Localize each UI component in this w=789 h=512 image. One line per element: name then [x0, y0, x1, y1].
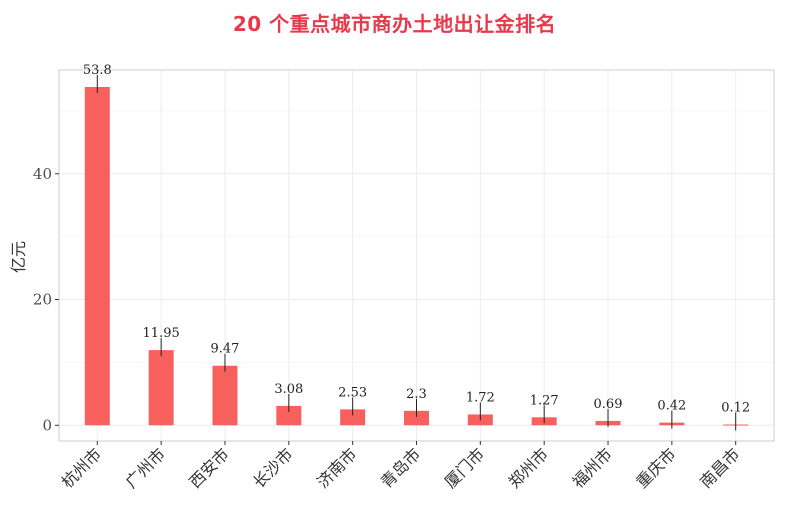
x-tick-label: 广州市: [122, 444, 169, 491]
x-tick-label: 福州市: [568, 444, 615, 491]
data-label: 53.8: [83, 63, 112, 78]
chart-title: 20 个重点城市商办土地出让金排名: [232, 12, 557, 36]
data-label: 2.53: [338, 385, 367, 400]
grid-layer: [59, 70, 774, 441]
data-label: 9.47: [211, 342, 240, 357]
data-label: 11.95: [143, 326, 180, 341]
bar: [84, 86, 110, 426]
x-tick-label: 青岛市: [377, 444, 424, 491]
data-label: 0.69: [594, 397, 623, 412]
x-axis: 杭州市 广州市 西安市 长沙市 济南市 青岛市 厦门市 郑州市 福州市 重庆市 南昌市: [58, 441, 744, 492]
data-label: 2.3: [406, 387, 427, 402]
x-tick-label: 西安市: [185, 444, 232, 491]
bar: [148, 350, 174, 426]
y-tick-label: 0: [42, 416, 52, 434]
data-label: 0.12: [721, 401, 750, 416]
data-label: 0.42: [657, 399, 686, 414]
x-tick-label: 南昌市: [696, 444, 743, 491]
x-tick-label: 长沙市: [249, 444, 296, 491]
x-tick-label: 厦门市: [441, 444, 488, 491]
y-axis: 0 20 40: [33, 165, 59, 434]
bar: [276, 405, 302, 426]
x-tick-label: 重庆市: [632, 444, 679, 491]
x-tick-label: 济南市: [313, 444, 360, 491]
y-tick-label: 20: [33, 291, 52, 309]
x-tick-label: 郑州市: [505, 444, 552, 491]
data-label: 3.08: [274, 382, 303, 397]
bars-layer: 53.8 11.95 9.47 3.08 2.53 2.3 1.72 1.27 0.69 0.42…: [83, 63, 750, 431]
x-tick-label: 杭州市: [58, 444, 105, 491]
bar: [212, 365, 238, 426]
bar: [340, 409, 366, 426]
y-tick-label: 40: [33, 165, 52, 183]
data-label: 1.72: [466, 390, 495, 405]
y-axis-title: 亿元: [9, 241, 28, 273]
data-label: 1.27: [530, 393, 559, 408]
bar: [404, 410, 429, 426]
